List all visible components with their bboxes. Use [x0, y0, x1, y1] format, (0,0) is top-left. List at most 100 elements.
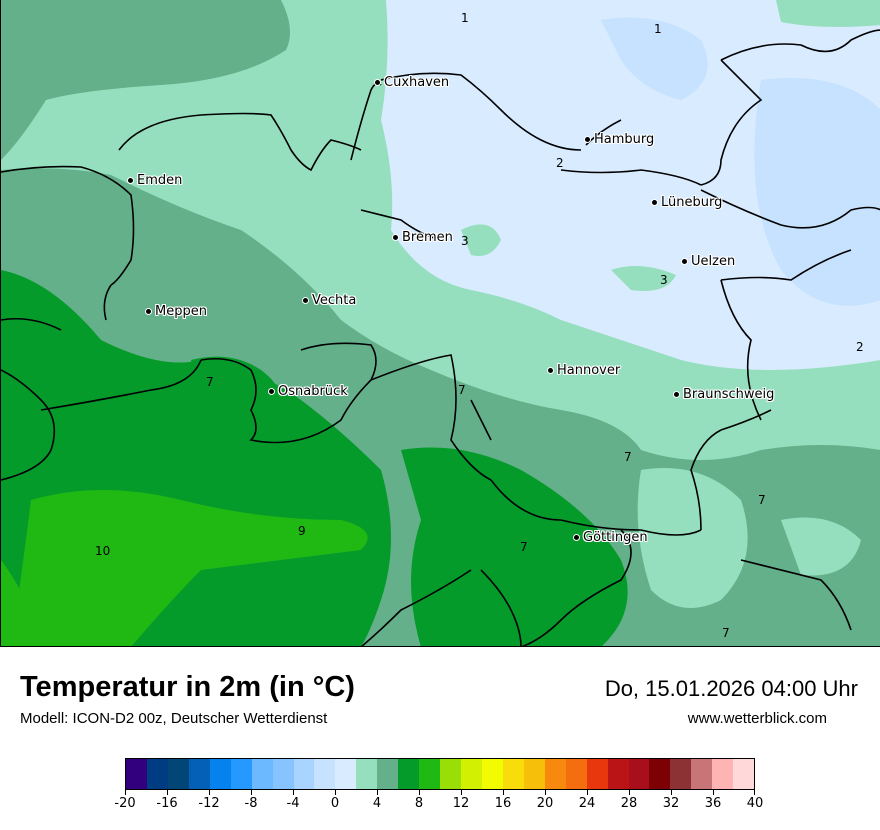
city-marker: Meppen [145, 304, 207, 319]
colorbar-ticks: -20 -16 -12 -8 -4 0 4 8 12 16 20 24 28 32 36 40 [114, 790, 763, 820]
tick-label: 0 [330, 796, 340, 811]
tick-label: 20 [536, 796, 554, 811]
city-name: Lüneburg [661, 195, 723, 210]
city-name: Bremen [402, 230, 453, 245]
tick-label: 40 [746, 796, 764, 811]
city-marker: Bremen [392, 230, 453, 245]
colorbar-segment [523, 759, 545, 789]
city-name: Uelzen [691, 254, 736, 269]
tick-mark [587, 790, 588, 795]
colorbar-segment [272, 759, 294, 789]
colorbar-segment [314, 759, 336, 789]
temperature-map [0, 0, 880, 647]
isoline-label: 7 [520, 540, 528, 554]
city-dot-icon [392, 234, 399, 241]
colorbar-segment [691, 759, 713, 789]
tick-mark [125, 790, 126, 795]
colorbar-segment [335, 759, 357, 789]
colorbar-segment [481, 759, 503, 789]
city-dot-icon [374, 79, 381, 86]
tick-mark [754, 790, 755, 795]
colorbar-segment [230, 759, 252, 789]
colorbar-segment [565, 759, 587, 789]
tick-label: 12 [452, 796, 470, 811]
tick-label: 36 [704, 796, 722, 811]
isoline-label: 7 [722, 626, 730, 640]
colorbar-segment [126, 759, 147, 789]
tick-mark [545, 790, 546, 795]
colorbar-segment [628, 759, 650, 789]
city-dot-icon [584, 136, 591, 143]
temperature-colorbar [125, 758, 755, 790]
tick-label: -12 [198, 796, 220, 811]
colorbar-segment [649, 759, 671, 789]
city-dot-icon [302, 297, 309, 304]
colorbar-segment [461, 759, 482, 789]
tick-mark [503, 790, 504, 795]
city-dot-icon [145, 308, 152, 315]
isoline-label: 7 [458, 383, 466, 397]
city-dot-icon [127, 177, 134, 184]
tick-label: 8 [414, 796, 424, 811]
city-dot-icon [673, 391, 680, 398]
city-marker: Hannover [547, 363, 620, 378]
isoline-label: 3 [660, 273, 668, 287]
tick-mark [377, 790, 378, 795]
tick-mark [629, 790, 630, 795]
tick-label: 28 [620, 796, 638, 811]
isoline-label: 10 [95, 544, 111, 558]
city-name: Emden [137, 173, 183, 188]
tick-label: 32 [662, 796, 680, 811]
city-marker: Lüneburg [651, 195, 722, 210]
isoline-label: 1 [654, 22, 662, 36]
colorbar-segment [293, 759, 315, 789]
colorbar-segment [670, 759, 692, 789]
isoline-label: 2 [856, 340, 864, 354]
tick-label: -8 [244, 796, 258, 811]
city-name: Vechta [312, 293, 357, 308]
website-link[interactable]: www.wetterblick.com [687, 710, 827, 727]
tick-label: 4 [372, 796, 382, 811]
city-name: Braunschweig [683, 387, 775, 402]
colorbar-segment [251, 759, 273, 789]
colorbar-segment [377, 759, 399, 789]
tick-label: -4 [286, 796, 300, 811]
city-marker: Osnabrück [268, 384, 348, 399]
city-name: Hannover [557, 363, 621, 378]
tick-mark [461, 790, 462, 795]
colorbar-segment [607, 759, 629, 789]
colorbar-segment [188, 759, 210, 789]
tick-mark [671, 790, 672, 795]
colorbar-segment [356, 759, 378, 789]
isoline-label: 1 [461, 11, 469, 25]
map-title: Temperatur in 2m (in °C) [20, 671, 355, 703]
city-marker: Emden [127, 173, 182, 188]
colorbar-segment [712, 759, 734, 789]
colorbar-segment [544, 759, 566, 789]
tick-label: -16 [156, 796, 178, 811]
isoline-label: 7 [206, 375, 214, 389]
city-marker: Göttingen [573, 530, 648, 545]
city-dot-icon [573, 534, 580, 541]
tick-label: 24 [578, 796, 596, 811]
city-dot-icon [651, 199, 658, 206]
city-dot-icon [268, 388, 275, 395]
tick-label: 16 [494, 796, 512, 811]
city-marker: Hamburg [584, 132, 654, 147]
colorbar-segment [733, 759, 755, 789]
tick-mark [251, 790, 252, 795]
city-name: Meppen [155, 304, 207, 319]
colorbar-segment [167, 759, 189, 789]
colorbar-segment [419, 759, 441, 789]
colorbar-segment [398, 759, 420, 789]
tick-mark [335, 790, 336, 795]
model-subtitle: Modell: ICON-D2 00z, Deutscher Wetterdie… [20, 710, 328, 727]
city-name: Hamburg [594, 132, 655, 147]
city-marker: Vechta [302, 293, 356, 308]
tick-label: -20 [114, 796, 136, 811]
city-name: Göttingen [583, 530, 648, 545]
isoline-label: 3 [461, 234, 469, 248]
isoline-label: 7 [624, 450, 632, 464]
city-marker: Cuxhaven [374, 75, 449, 90]
city-marker: Braunschweig [673, 387, 774, 402]
